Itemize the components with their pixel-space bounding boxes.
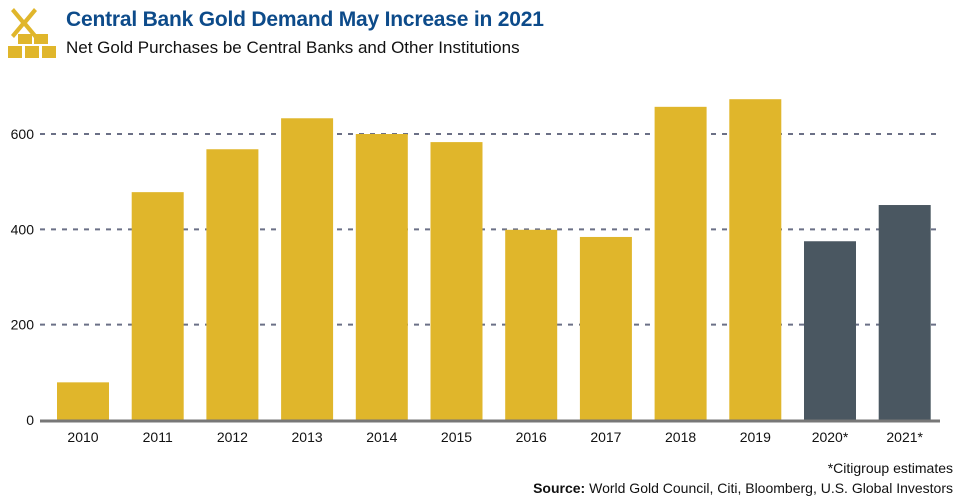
y-tick-label: 0 — [26, 412, 34, 428]
x-tick-label: 2021* — [886, 429, 923, 445]
bar-2010 — [57, 382, 109, 420]
bar-2012 — [206, 149, 259, 420]
source-text: World Gold Council, Citi, Bloomberg, U.S… — [585, 480, 953, 496]
x-tick-label: 2014 — [366, 429, 397, 445]
gold-bars-icon — [8, 8, 56, 58]
bar-2021 — [878, 205, 931, 420]
x-tick-label: 2020* — [812, 429, 849, 445]
bar-2019 — [729, 99, 782, 420]
x-tick-label: 2010 — [67, 429, 98, 445]
x-tick-label: 2012 — [217, 429, 248, 445]
bar-2018 — [654, 106, 707, 420]
estimate-note: *Citigroup estimates — [827, 460, 953, 476]
bar-2015 — [430, 142, 483, 420]
x-tick-label: 2018 — [665, 429, 696, 445]
bar-2013 — [281, 118, 334, 421]
x-tick-label: 2017 — [590, 429, 621, 445]
y-tick-label: 600 — [11, 126, 35, 142]
x-tick-label: 2013 — [292, 429, 323, 445]
bar-2020 — [804, 241, 856, 420]
x-tick-label: 2016 — [516, 429, 547, 445]
chart-title: Central Bank Gold Demand May Increase in… — [66, 8, 544, 31]
bar-2014 — [355, 134, 408, 420]
x-tick-label: 2019 — [740, 429, 771, 445]
bar-2017 — [579, 236, 632, 420]
x-tick-label: 2011 — [143, 429, 173, 445]
bar-chart: 0 200 400 600 2010 2011 2012 2013 2014 2015 2016 20… — [11, 99, 940, 445]
chart-subtitle: Net Gold Purchases be Central Banks and … — [66, 38, 520, 57]
source-line: Source: World Gold Council, Citi, Bloomb… — [533, 480, 953, 496]
y-tick-label: 200 — [11, 317, 35, 333]
bar-2011 — [131, 192, 184, 420]
y-tick-label: 400 — [11, 221, 35, 237]
x-tick-label: 2015 — [441, 429, 472, 445]
source-label: Source: — [533, 480, 586, 496]
bar-2016 — [505, 229, 558, 420]
